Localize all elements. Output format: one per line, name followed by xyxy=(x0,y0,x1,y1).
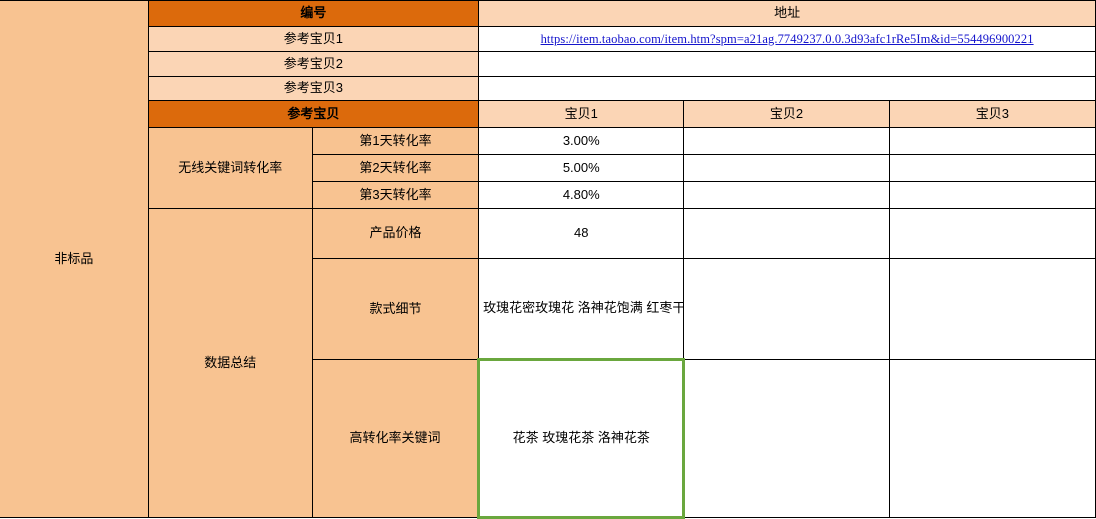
table-row: 第3天转化率 4.80% xyxy=(0,181,1096,210)
row-label-style-details: 款式细节 xyxy=(311,258,480,360)
category-cell: 非标品 xyxy=(0,0,149,518)
value-style-details-baby2[interactable] xyxy=(683,258,890,360)
value-day1-baby2[interactable] xyxy=(683,127,890,156)
value-price-baby2[interactable] xyxy=(683,208,890,260)
row-label-high-conversion-keywords: 高转化率关键词 xyxy=(311,358,480,519)
compare-header-label: 参考宝贝 xyxy=(147,100,480,129)
row-label-reference-item-2: 参考宝贝2 xyxy=(147,51,480,78)
value-keywords-baby1[interactable]: 花茶 玫瑰花茶 洛神花茶 xyxy=(477,357,686,519)
col-header-address: 地址 xyxy=(478,0,1096,28)
taobao-item-link[interactable]: https://item.taobao.com/item.htm?spm=a21… xyxy=(540,31,1034,46)
value-day3-baby2[interactable] xyxy=(683,181,890,210)
value-price-baby1[interactable]: 48 xyxy=(478,208,685,260)
section-title-conversion-rate: 无线关键词转化率 xyxy=(147,127,313,210)
value-day3-baby3[interactable] xyxy=(888,181,1096,210)
col-header-id: 编号 xyxy=(147,0,480,28)
table-row: 参考宝贝3 xyxy=(0,76,1096,102)
row-label-product-price: 产品价格 xyxy=(311,208,480,260)
value-day2-baby1[interactable]: 5.00% xyxy=(478,154,685,183)
row-label-reference-item-3: 参考宝贝3 xyxy=(147,76,480,102)
value-day1-baby1[interactable]: 3.00% xyxy=(478,127,685,156)
table-row: 数据总结 产品价格 48 xyxy=(0,208,1096,518)
value-day1-baby3[interactable] xyxy=(888,127,1096,156)
table-row: 第2天转化率 5.00% xyxy=(0,154,1096,183)
table-row: 款式细节 玫瑰花密玫瑰花 洛神花饱满 红枣干3罐装 xyxy=(0,258,1096,360)
value-style-details-baby3[interactable] xyxy=(888,258,1096,360)
row-label-reference-item-1: 参考宝贝1 xyxy=(147,26,480,53)
row-label-day1-conversion: 第1天转化率 xyxy=(311,127,480,156)
value-keywords-baby3[interactable] xyxy=(888,358,1096,519)
value-style-details-baby1[interactable]: 玫瑰花密玫瑰花 洛神花饱满 红枣干3罐装 xyxy=(478,258,685,360)
value-day2-baby3[interactable] xyxy=(888,154,1096,183)
table-row: 参考宝贝2 xyxy=(0,51,1096,78)
row-label-day2-conversion: 第2天转化率 xyxy=(311,154,480,183)
table-row: 无线关键词转化率 第1天转化率 3.00% xyxy=(0,127,1096,210)
value-keywords-baby2[interactable] xyxy=(683,358,890,519)
compare-header-col-baby1: 宝贝1 xyxy=(478,100,685,129)
table-row: 参考宝贝1 https://item.taobao.com/item.htm?s… xyxy=(0,26,1096,53)
address-cell-1[interactable]: https://item.taobao.com/item.htm?spm=a21… xyxy=(478,26,1096,53)
address-cell-2[interactable] xyxy=(478,51,1096,78)
address-cell-3[interactable] xyxy=(478,76,1096,102)
value-price-baby3[interactable] xyxy=(888,208,1096,260)
value-day3-baby1[interactable]: 4.80% xyxy=(478,181,685,210)
table-row: 高转化率关键词 花茶 玫瑰花茶 洛神花茶 xyxy=(0,357,1096,519)
value-day2-baby2[interactable] xyxy=(683,154,890,183)
compare-header-col-baby3: 宝贝3 xyxy=(888,100,1096,129)
compare-header-col-baby2: 宝贝2 xyxy=(683,100,890,129)
table-row-compare-header: 参考宝贝 宝贝1 宝贝2 宝贝3 xyxy=(0,100,1096,129)
row-label-day3-conversion: 第3天转化率 xyxy=(311,181,480,210)
section-title-data-summary: 数据总结 xyxy=(147,208,313,518)
